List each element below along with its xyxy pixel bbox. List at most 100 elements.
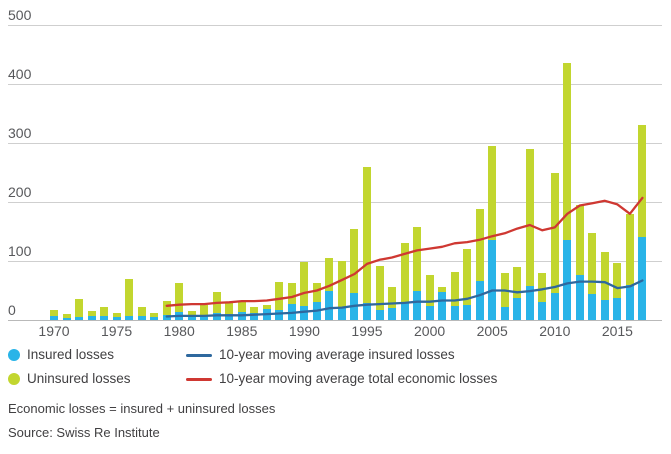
- uninsured-segment-2001: [438, 286, 447, 292]
- moving-average-lines: [165, 196, 644, 318]
- insured-segment-2006: [500, 307, 509, 320]
- uninsured-segment-1976: [125, 278, 134, 316]
- x-tick-label-1985: 1985: [226, 323, 258, 339]
- uninsured-segment-1989: [287, 282, 296, 305]
- uninsured-segment-1986: [250, 307, 259, 313]
- x-tick-label-2000: 2000: [414, 323, 446, 339]
- uninsured-segment-1982: [200, 305, 209, 315]
- stacked-bar-1974: [100, 307, 109, 320]
- insured-segment-1999: [413, 290, 422, 320]
- uninsured-segment-1973: [87, 311, 96, 317]
- stacked-bar-2017: [638, 125, 647, 320]
- insured-segment-1992: [325, 290, 334, 320]
- uninsured-segment-1981: [187, 310, 196, 317]
- uninsured-segment-1991: [312, 283, 321, 302]
- stacked-bar-1993: [337, 261, 346, 320]
- insured-segment-1976: [125, 315, 134, 320]
- insured-segment-2005: [488, 240, 497, 320]
- plot-area: [38, 25, 662, 320]
- insured-segment-2007: [513, 298, 522, 320]
- insured-segment-1983: [212, 312, 221, 320]
- uninsured-segment-1984: [225, 302, 234, 315]
- uninsured-segment-1996: [375, 265, 384, 310]
- uninsured-segment-1987: [262, 304, 271, 309]
- stacked-bar-2005: [488, 145, 497, 320]
- insured-segment-2013: [588, 294, 597, 320]
- insured-segment-1978: [150, 317, 159, 320]
- insured-segment-2011: [563, 240, 572, 320]
- stacked-bar-1986: [250, 307, 259, 320]
- uninsured-segment-2017: [638, 125, 647, 238]
- legend-label-uninsured: Uninsured losses: [27, 371, 131, 386]
- stacked-bar-2002: [450, 271, 459, 320]
- insured-segment-1990: [300, 305, 309, 320]
- gridline-500: [8, 25, 662, 26]
- stacked-bar-1996: [375, 265, 384, 320]
- uninsured-segment-2000: [425, 275, 434, 306]
- uninsured-segment-1977: [137, 307, 146, 317]
- uninsured-segment-2013: [588, 232, 597, 295]
- insured-segment-1986: [250, 312, 259, 320]
- uninsured-segment-1998: [400, 243, 409, 304]
- insured-segment-2000: [425, 305, 434, 320]
- insured-segment-1996: [375, 309, 384, 320]
- insured-segment-1984: [225, 314, 234, 320]
- stacked-bar-1997: [388, 286, 397, 320]
- stacked-bar-1995: [363, 167, 371, 320]
- insured-segment-2001: [438, 291, 447, 320]
- stacked-bar-1972: [75, 299, 84, 320]
- stacked-bar-2013: [588, 232, 597, 320]
- insured-segment-1973: [87, 316, 96, 320]
- stacked-bar-1977: [137, 307, 146, 320]
- stacked-bar-1978: [150, 312, 159, 320]
- uninsured-segment-1971: [62, 313, 71, 318]
- stacked-bar-1976: [125, 278, 134, 320]
- gridline-300: [8, 143, 662, 144]
- ma-insured-line-swatch: [186, 354, 212, 357]
- stacked-bar-1981: [187, 310, 196, 320]
- insured-segment-1975: [112, 317, 121, 320]
- x-tick-label-1970: 1970: [38, 323, 70, 339]
- stacked-bar-1982: [200, 305, 209, 320]
- uninsured-segment-1999: [413, 227, 422, 291]
- legend-label-ma-insured: 10-year moving average insured losses: [219, 347, 455, 362]
- gridline-0: [8, 320, 662, 321]
- ma-total-line-swatch: [186, 378, 212, 381]
- uninsured-segment-2007: [513, 266, 522, 299]
- uninsured-segment-1974: [100, 307, 109, 316]
- insured-segment-2009: [538, 301, 547, 320]
- insured-segment-1993: [337, 308, 346, 320]
- y-tick-label-500: 500: [8, 7, 32, 23]
- gridline-100: [8, 261, 662, 262]
- insured-segment-1998: [400, 303, 409, 320]
- uninsured-segment-2010: [550, 172, 559, 293]
- uninsured-segment-2004: [475, 209, 484, 282]
- gridline-200: [8, 202, 662, 203]
- x-tick-label-2015: 2015: [601, 323, 633, 339]
- insured-segment-1981: [187, 316, 196, 320]
- x-tick-label-2010: 2010: [539, 323, 571, 339]
- uninsured-segment-1980: [175, 282, 184, 313]
- insured-segment-1970: [50, 316, 58, 320]
- uninsured-segment-2012: [575, 204, 584, 276]
- stacked-bar-1992: [325, 258, 334, 320]
- uninsured-segment-2016: [625, 213, 634, 285]
- x-tick-label-1980: 1980: [163, 323, 195, 339]
- uninsured-segment-2005: [488, 145, 497, 241]
- stacked-bar-1984: [225, 302, 234, 320]
- insured-segment-1972: [75, 317, 84, 320]
- insured-segment-2008: [525, 285, 534, 320]
- stacked-bar-1998: [400, 243, 409, 320]
- stacked-bar-1999: [413, 227, 422, 320]
- uninsured-segment-2003: [463, 249, 472, 306]
- uninsured-segment-1994: [350, 228, 359, 294]
- stacked-bar-1973: [87, 311, 96, 320]
- uninsured-segment-1995: [363, 167, 371, 304]
- ma-total-line: [165, 196, 644, 307]
- uninsured-segment-1985: [237, 301, 246, 313]
- stacked-bar-2012: [575, 204, 584, 320]
- insured-segment-2004: [475, 281, 484, 320]
- insured-segment-2017: [638, 237, 647, 320]
- uninsured-segment-1997: [388, 286, 397, 309]
